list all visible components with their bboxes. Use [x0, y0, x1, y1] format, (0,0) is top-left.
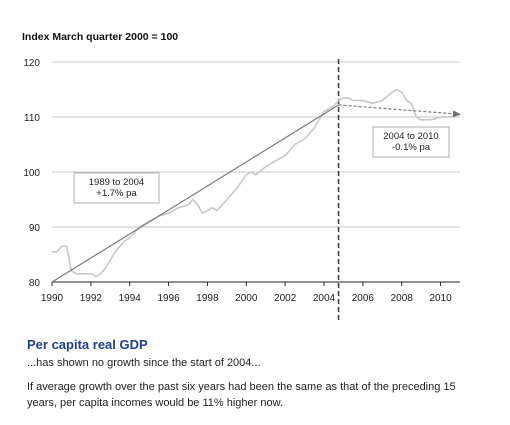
x-tick-label: 1998 — [196, 293, 219, 304]
y-tick-label: 100 — [23, 168, 40, 179]
y-tick-label: 120 — [23, 58, 40, 69]
x-tick-label: 1996 — [157, 293, 180, 304]
annotation-box — [73, 172, 160, 204]
x-tick-label: 2004 — [313, 293, 336, 304]
x-tick-label: 2010 — [429, 293, 452, 304]
annotation-text: +1.7% pa — [96, 188, 137, 199]
x-tick-label: 2002 — [274, 293, 297, 304]
x-tick-label: 2006 — [352, 293, 375, 304]
caption-subtitle: ...has shown no growth since the start o… — [27, 357, 261, 369]
y-tick-label: 110 — [24, 113, 40, 124]
x-tick-label: 2000 — [235, 293, 258, 304]
trend-line-1989-2004 — [51, 104, 339, 283]
annotation-text: -0.1% pa — [392, 142, 431, 153]
grid-lines — [51, 59, 460, 322]
trend-line-2004-2010 — [338, 104, 461, 118]
x-tick-label: 1990 — [41, 293, 64, 304]
caption-body: If average growth over the past six year… — [27, 381, 456, 409]
caption-title: Per capita real GDP — [27, 337, 148, 352]
y-axis-title: Index March quarter 2000 = 100 — [22, 31, 179, 43]
annotation-text: 2004 to 2010 — [383, 131, 438, 142]
series-layer — [51, 88, 461, 283]
x-tick-label: 2008 — [391, 293, 414, 304]
line-chart: 80 90 100 110 120 1990 1992 1994 1996 1998 2000 200… — [23, 58, 461, 322]
x-tick-label: 1992 — [80, 293, 103, 304]
gdp-series-line — [52, 88, 461, 278]
annotations: 1989 to 2004+1.7% pa 2004 to 2010-0.1% pa — [73, 126, 450, 204]
y-tick-label: 80 — [29, 278, 41, 289]
annotation-box — [372, 126, 450, 158]
annotation-text: 1989 to 2004 — [89, 177, 144, 188]
x-tick-label: 1994 — [119, 293, 142, 304]
tick-labels: 80 90 100 110 120 1990 1992 1994 1996 1998 2000 200… — [23, 58, 452, 304]
y-tick-label: 90 — [29, 223, 41, 234]
